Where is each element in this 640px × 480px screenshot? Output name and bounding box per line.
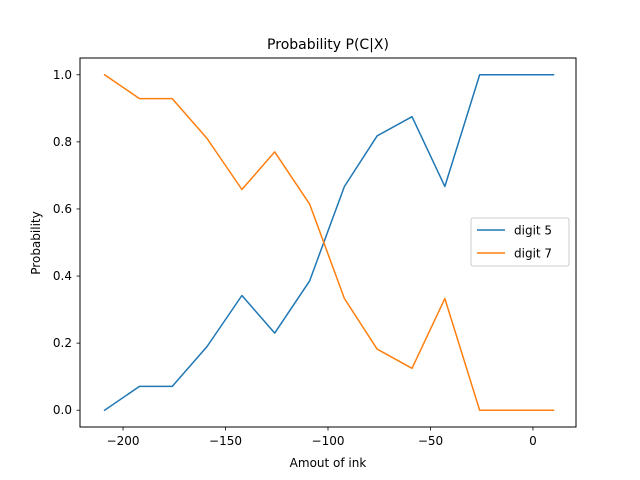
legend-label: digit 5: [514, 224, 552, 238]
y-tick-label: 0.6: [53, 202, 72, 216]
x-tick-label: 0: [529, 434, 537, 448]
x-tick-label: −200: [107, 434, 140, 448]
plot-lines: [103, 73, 555, 412]
y-axis-label: Probability: [29, 211, 43, 274]
y-tick-label: 0.2: [53, 336, 72, 350]
x-tick-label: −150: [209, 434, 242, 448]
legend: digit 5 digit 7: [470, 217, 570, 267]
y-tick-label: 0.4: [53, 269, 72, 283]
chart-title: Probability P(C|X): [267, 37, 389, 53]
y-tick-label: 1.0: [53, 68, 72, 82]
series-line-digit-5: [103, 74, 555, 412]
x-axis-label: Amout of ink: [290, 456, 367, 470]
legend-label: digit 7: [514, 247, 552, 261]
y-tick-label: 0.0: [53, 403, 72, 417]
y-tick-label: 0.8: [53, 135, 72, 149]
x-tick-label: −50: [418, 434, 443, 448]
y-axis-ticks: 0.0 0.2 0.4 0.6 0.8 1.0: [53, 68, 80, 417]
x-axis-ticks: −200 −150 −100 −50 0: [107, 427, 537, 448]
series-line-digit-7: [103, 73, 555, 411]
x-tick-label: −100: [312, 434, 345, 448]
